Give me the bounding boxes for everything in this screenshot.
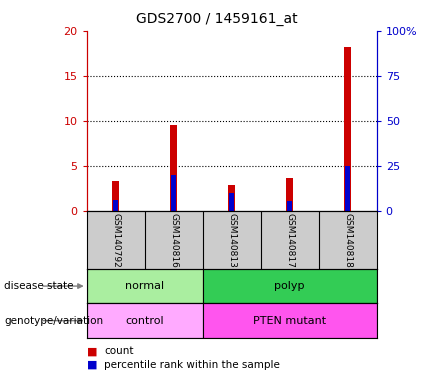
Bar	[87, 303, 203, 338]
Text: GDS2700 / 1459161_at: GDS2700 / 1459161_at	[136, 12, 297, 25]
Bar	[286, 178, 293, 211]
Bar	[171, 175, 176, 211]
Bar	[228, 185, 235, 211]
Bar	[203, 269, 377, 303]
Bar	[345, 166, 350, 211]
Text: GSM140817: GSM140817	[285, 213, 294, 267]
Text: GSM140792: GSM140792	[111, 213, 120, 267]
Bar	[344, 47, 351, 211]
Text: polyp: polyp	[275, 281, 305, 291]
Bar	[113, 200, 118, 211]
Text: ■: ■	[87, 346, 97, 356]
Text: GSM140818: GSM140818	[343, 213, 352, 267]
Bar	[112, 181, 119, 211]
Text: count: count	[104, 346, 133, 356]
Bar	[170, 126, 177, 211]
Text: disease state: disease state	[4, 281, 74, 291]
Text: genotype/variation: genotype/variation	[4, 316, 103, 326]
Text: ■: ■	[87, 360, 97, 370]
Bar	[287, 201, 292, 211]
Bar	[87, 269, 203, 303]
Bar	[229, 193, 234, 211]
Text: normal: normal	[125, 281, 164, 291]
Text: percentile rank within the sample: percentile rank within the sample	[104, 360, 280, 370]
Text: GSM140813: GSM140813	[227, 213, 236, 267]
Text: PTEN mutant: PTEN mutant	[253, 316, 326, 326]
Bar	[203, 303, 377, 338]
Text: GSM140816: GSM140816	[169, 213, 178, 267]
Text: control: control	[125, 316, 164, 326]
